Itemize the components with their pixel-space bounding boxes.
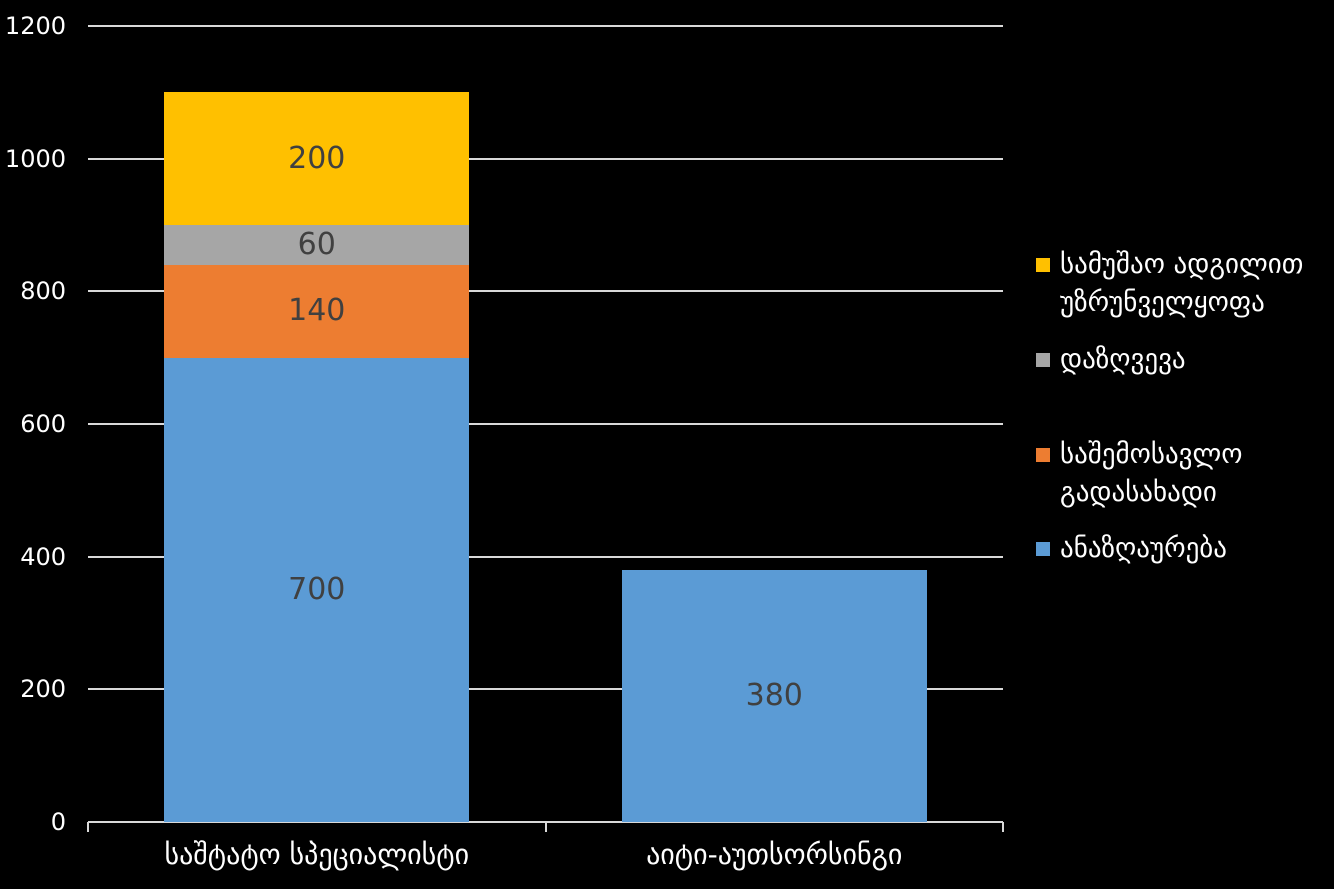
- x-axis-category-label: აიტი-აუთსორსინგი: [646, 838, 903, 871]
- bar-segment: [164, 264, 470, 358]
- data-label: 60: [297, 226, 336, 262]
- y-axis-tick-label: 1000: [4, 144, 66, 173]
- bar-segment: [164, 357, 470, 822]
- gridline: [88, 157, 1003, 160]
- y-axis-tick-label: 600: [20, 410, 66, 438]
- bar-segment: [621, 569, 927, 822]
- x-axis-tick: [544, 822, 547, 832]
- gridline: [88, 688, 1003, 691]
- gridline: [88, 25, 1003, 27]
- y-axis-tick-label: 400: [20, 542, 66, 571]
- x-axis-category-label: საშტატო სპეციალისტი: [164, 838, 470, 871]
- gridline: [88, 290, 1003, 293]
- gridline: [88, 555, 1003, 558]
- bar-segment: [164, 92, 470, 225]
- data-label: 380: [745, 677, 803, 713]
- y-axis-tick-label: 1200: [4, 12, 66, 40]
- y-axis-tick-label: 800: [20, 277, 66, 306]
- gridline: [88, 423, 1003, 425]
- data-label: 200: [288, 140, 346, 176]
- x-axis-tick: [1002, 822, 1004, 832]
- data-label: 140: [288, 293, 346, 329]
- data-label: 700: [288, 571, 346, 607]
- bar-segment: [164, 225, 470, 265]
- y-axis-tick-label: 200: [20, 675, 66, 704]
- y-axis-tick-label: 0: [50, 808, 66, 836]
- x-axis-tick: [87, 822, 89, 832]
